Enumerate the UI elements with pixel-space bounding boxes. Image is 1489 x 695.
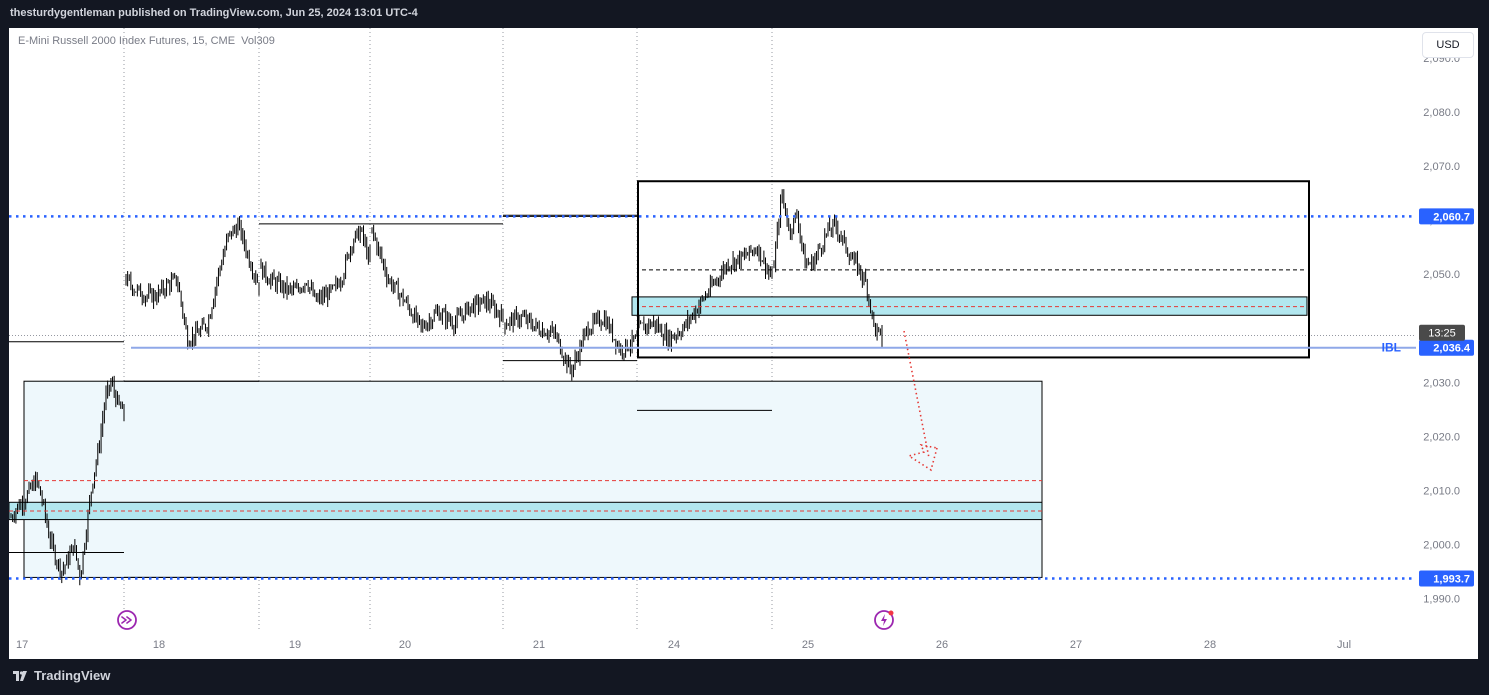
icon-layer[interactable] [117, 610, 894, 630]
legend-symbol: E-Mini Russell 2000 Index Futures, 15, C… [18, 35, 236, 47]
tradingview-icon [13, 670, 27, 681]
x-tick-label: 26 [936, 639, 948, 651]
overlay-layer: IBL [9, 214, 1416, 580]
y-tick-label: 2,020.0 [1423, 431, 1460, 443]
publish-info: thesturdygentleman published on TradingV… [10, 7, 418, 19]
time-badge [1419, 324, 1465, 341]
currency-button[interactable]: USD [1422, 32, 1474, 58]
zone-layer [9, 180, 1310, 578]
x-tick-label: 17 [16, 639, 28, 651]
big-lower-box [23, 380, 1043, 578]
legend-volume-label: Vol [241, 35, 257, 47]
x-tick-label: 27 [1070, 639, 1082, 651]
axis-layer: 1,990.02,000.02,010.02,020.02,030.02,040… [9, 28, 1478, 659]
ibl-level-price-label: 2,036.4 [1433, 343, 1471, 355]
notification-dot [888, 610, 894, 616]
x-tick-label: 20 [399, 639, 411, 651]
tradingview-brand: TradingView [34, 668, 111, 683]
upper-box [637, 180, 1310, 359]
y-tick-label: 2,010.0 [1423, 485, 1460, 497]
tradingview-logo[interactable]: TradingView [13, 668, 110, 683]
x-tick-label: 24 [668, 639, 680, 651]
y-tick-label: 1,990.0 [1423, 594, 1460, 606]
x-tick-label: 21 [533, 639, 545, 651]
replay-icon-arrows [121, 616, 132, 624]
lower-dotted-level-price-label: 1,993.7 [1433, 574, 1470, 586]
ibl-tag-label: IBL [1382, 341, 1401, 355]
candle-layer [10, 189, 883, 586]
grid-layer [9, 28, 1416, 631]
x-tick-label: 28 [1204, 639, 1216, 651]
legend-volume-value: 309 [256, 35, 275, 47]
y-tick-label: 2,080.0 [1423, 107, 1460, 119]
price-chart[interactable]: IBL 1,990.0 2,000.0 2,010.0 2,020.0 2,030.0 2… [9, 28, 1478, 659]
x-tick-label: 25 [802, 639, 814, 651]
replay-event-icon[interactable] [117, 610, 137, 630]
lightning-icon-bolt [881, 614, 887, 626]
x-tick-label: 19 [289, 639, 301, 651]
chart-legend: E-Mini Russell 2000 Index Futures, 15, C… [18, 35, 275, 47]
y-tick-label: 2,000.0 [1423, 539, 1460, 551]
y-tick-label: 2,070.0 [1423, 161, 1460, 173]
upper-teal-zone [631, 296, 1308, 316]
x-tick-label: 18 [153, 639, 165, 651]
lower-dotted-level-price-badge [1419, 570, 1474, 587]
time-badge-label: 13:25 [1428, 328, 1456, 340]
y-tick-label: 2,030.0 [1423, 377, 1460, 389]
time-axis-bg [9, 631, 1478, 659]
y-tick-label: 2,050.0 [1423, 269, 1460, 281]
ibl-level-price-badge [1419, 339, 1474, 356]
replay-icon-ring [117, 610, 137, 630]
upper-dotted-level-price-badge [1419, 208, 1474, 225]
chart-frame[interactable]: IBL 1,990.0 2,000.0 2,010.0 2,020.0 2,030.0 2… [9, 28, 1478, 659]
upper-dotted-level-price-label: 2,060.7 [1433, 211, 1470, 223]
x-tick-label: Jul [1337, 639, 1351, 651]
projection-arrow-head [907, 443, 939, 472]
lightning-event-icon[interactable] [874, 610, 894, 630]
